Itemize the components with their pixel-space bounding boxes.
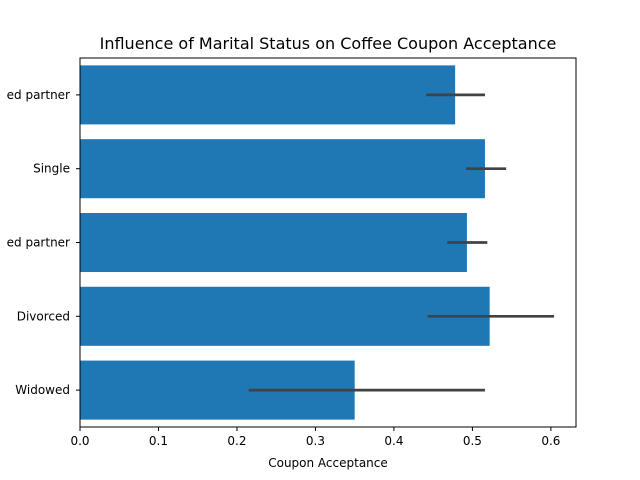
x-tick-label-2: 0.2 bbox=[227, 434, 246, 448]
y-tick-label-3: Divorced bbox=[17, 309, 70, 323]
x-tick-label-3: 0.3 bbox=[306, 434, 325, 448]
x-tick-label-4: 0.4 bbox=[384, 434, 403, 448]
bar-2 bbox=[80, 212, 467, 273]
bar-0 bbox=[80, 65, 456, 125]
y-tick-label-1: Single bbox=[33, 162, 70, 176]
x-tick-label-5: 0.5 bbox=[463, 434, 482, 448]
x-tick-label-6: 0.6 bbox=[541, 434, 560, 448]
x-axis-label: Coupon Acceptance bbox=[268, 456, 388, 470]
y-tick-label-4: Widowed bbox=[15, 383, 70, 397]
bar-1 bbox=[80, 139, 485, 199]
y-tick-label-0: ed partner bbox=[7, 88, 70, 102]
bar-3 bbox=[80, 286, 490, 346]
plot-area: ed partner Single ed partner Divorced Widowe… bbox=[7, 65, 560, 448]
chart-title: Influence of Marital Status on Coffee Co… bbox=[100, 34, 557, 53]
x-tick-label-0: 0.0 bbox=[70, 434, 89, 448]
x-tick-label-1: 0.1 bbox=[149, 434, 168, 448]
axes-frame bbox=[79, 57, 577, 428]
y-tick-label-2: ed partner bbox=[7, 236, 70, 250]
